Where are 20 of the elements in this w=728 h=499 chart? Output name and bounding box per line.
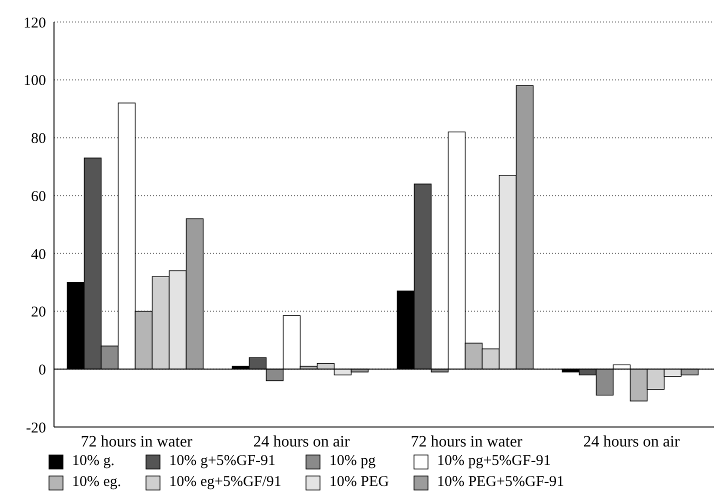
y-tick-label: 80 xyxy=(31,131,46,148)
x-tick-label: 72 hours in water xyxy=(80,433,193,450)
y-tick-label: 20 xyxy=(31,304,46,321)
y-tick-label: 40 xyxy=(31,246,46,263)
y-tick-label: -20 xyxy=(26,420,46,436)
y-tick-label: 60 xyxy=(31,188,46,205)
x-tick-label: 24 hours on air xyxy=(583,433,680,450)
legend-label: 10% pg+5%GF-91 xyxy=(436,453,551,470)
legend-label: 10% g+5%GF-91 xyxy=(169,453,276,470)
legend-label: 10% PEG xyxy=(329,474,389,491)
x-tick-label: 72 hours in water xyxy=(410,433,523,450)
legend-label: 10% eg+5%GF/91 xyxy=(169,474,282,491)
y-tick-label: 120 xyxy=(24,15,46,32)
y-tick-label: 100 xyxy=(24,73,46,90)
x-tick-label: 24 hours on air xyxy=(253,433,350,450)
legend-label: 10% pg xyxy=(329,453,376,470)
legend-label: 10% PEG+5%GF-91 xyxy=(436,474,564,491)
y-tick-label: 0 xyxy=(38,362,46,378)
legend-label: 10% eg. xyxy=(72,474,122,491)
legend-label: 10% g. xyxy=(72,453,114,470)
